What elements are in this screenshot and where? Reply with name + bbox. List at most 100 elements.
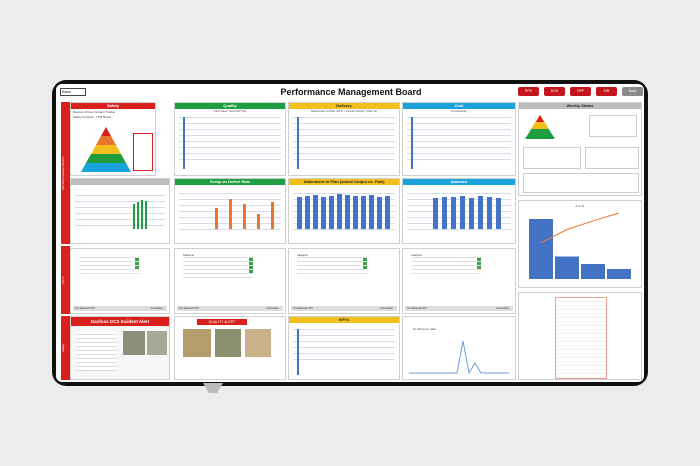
top3-footer-4: The Relevant KPI	[407, 307, 427, 310]
nav-button-back[interactable]: Back	[622, 87, 643, 96]
nav-button-opf[interactable]: OPF	[570, 87, 591, 96]
dBars-bar	[313, 194, 318, 229]
dBars-bar	[337, 194, 342, 229]
top3-panel-4: Categorie Countdown The Relevant KPI	[402, 248, 516, 314]
top3-header-3: Categorie	[297, 254, 367, 258]
dBars-bar	[353, 196, 358, 229]
delivery-panel: Delivery Attainment to Plan (ATP = Actua…	[288, 102, 400, 176]
top3-panel-2: Categorie Countdown The Relevant KPI	[174, 248, 286, 314]
top3-footer-right-2: Countdown	[266, 307, 279, 310]
cBars-bar	[496, 197, 501, 229]
quality-spike	[183, 117, 185, 169]
kpi-chart-panel	[70, 178, 170, 244]
quality-photo-1	[183, 329, 211, 357]
attainment-panel: Attainment to Plan (actual Output vs. Pl…	[288, 178, 400, 244]
top3-header-2: Categorie	[183, 254, 253, 258]
safety-sub: Safety Pyramid - TPM Board	[73, 115, 112, 119]
cost-header: Cost	[403, 103, 515, 109]
cBars-bar	[433, 198, 438, 229]
attainment-header: Attainment to Plan (actual Output vs. Pl…	[289, 179, 399, 185]
kpis-spike	[297, 329, 299, 375]
dBars-bar	[329, 195, 334, 229]
cost-subheader: Productivity	[451, 109, 467, 113]
quality-subheader: First Pass Yield (FPY%)	[213, 109, 246, 113]
row-label-safety: Safety	[61, 316, 70, 380]
pareto-cumulative-line	[540, 212, 620, 244]
weekly-mini-chart-3	[585, 147, 639, 169]
kpiBars-bar	[133, 203, 135, 229]
dBars-bar	[369, 194, 374, 229]
row-label-kpi: KPI Performance Review	[61, 102, 70, 244]
kpiBars-bar	[145, 200, 147, 229]
qBars-bar	[271, 202, 274, 229]
page-title: Performance Management Board	[280, 87, 422, 97]
pareto-bar	[555, 256, 579, 279]
nav-button-kir[interactable]: KIR	[596, 87, 617, 96]
dBars-bar	[297, 197, 302, 229]
dBars-bar	[345, 195, 350, 229]
top3-header-4: Categorie	[411, 254, 481, 258]
pareto-panel: # of 11	[518, 200, 642, 288]
delivery-spike	[297, 117, 299, 169]
top3-footer-2: The Relevant KPI	[179, 307, 199, 310]
quality-alert-panel: QUALITY ALERT	[174, 316, 286, 380]
top3-panel-3: Categorie Countdown The Relevant KPI	[288, 248, 400, 314]
weekly-pyramid-icon	[525, 115, 555, 139]
top3-footer-right-3: Countdown	[380, 307, 393, 310]
weekly-mini-chart-2	[523, 147, 581, 169]
quality-photo-3	[245, 329, 271, 357]
weekly-status-panel: Weekly Status	[518, 102, 642, 196]
delivery-subheader: Attainment to Plan (ATP = Actual Output …	[310, 109, 378, 113]
absence-chart-panel: No Absence data	[402, 316, 516, 380]
kpiBars-bar	[141, 200, 143, 229]
top3-footer-right-1: Countdown	[150, 307, 163, 310]
data-table-panel	[518, 292, 642, 380]
scrap-panel: Scrap on Defect Rate	[174, 178, 286, 244]
quality-header: Quality	[175, 103, 285, 109]
scrap-header: Scrap on Defect Rate	[175, 179, 285, 185]
dBars-bar	[305, 195, 310, 229]
safety-header: Safety	[71, 103, 155, 109]
qBars-bar	[257, 213, 260, 229]
kpiBars-bar	[137, 202, 139, 229]
cBars-bar	[451, 197, 456, 229]
cBars-bar	[478, 196, 483, 229]
cBars-bar	[469, 198, 474, 229]
safety-info: Danfoss Drives Incident Tracker	[73, 110, 116, 114]
incident-panel: Danfoss DCS Incident Alert	[70, 316, 170, 380]
top3-footer-1: The Relevant KPI	[75, 307, 95, 310]
weekly-mini-chart-1	[589, 115, 637, 137]
dBars-bar	[321, 196, 326, 229]
incident-photo-2	[147, 331, 167, 355]
dBars-bar	[361, 195, 366, 229]
nav-button-pps[interactable]: PPS	[518, 87, 539, 96]
pareto-title: # of 11	[575, 204, 585, 208]
pareto-bar	[529, 219, 553, 279]
absence-header: Absence	[403, 179, 515, 185]
dBars-bar	[377, 196, 382, 229]
safety-counts	[133, 133, 153, 171]
device-stand	[203, 383, 223, 393]
absence-line-chart	[409, 340, 509, 375]
kpis-header: KPI's	[289, 317, 399, 323]
cost-panel: Cost Productivity	[402, 102, 516, 176]
safety-pyramid-panel: Safety Danfoss Drives Incident Tracker S…	[70, 102, 156, 176]
weekly-header: Weekly Status	[519, 103, 641, 109]
cBars-bar	[460, 195, 465, 229]
kpis-panel: KPI's	[288, 316, 400, 380]
pareto-bar	[607, 269, 631, 279]
qBars-bar	[229, 198, 232, 229]
pareto-bar	[581, 264, 605, 279]
quality-panel: Quality First Pass Yield (FPY%)	[174, 102, 286, 176]
top3-panel-1: Countdown The Relevant KPI	[70, 248, 170, 314]
absence-chart-title: No Absence data	[413, 327, 436, 331]
incident-text	[75, 331, 117, 371]
delivery-header: Delivery	[289, 103, 399, 109]
pareto-chart	[529, 212, 631, 279]
qBars-bar	[215, 208, 218, 229]
nav-button-dok[interactable]: DOK	[544, 87, 565, 96]
row-label-top3: Top 3	[61, 246, 70, 314]
cBars-bar	[487, 196, 492, 229]
back-input[interactable]: Back	[60, 88, 86, 96]
quality-alert-title: QUALITY ALERT	[197, 319, 247, 325]
